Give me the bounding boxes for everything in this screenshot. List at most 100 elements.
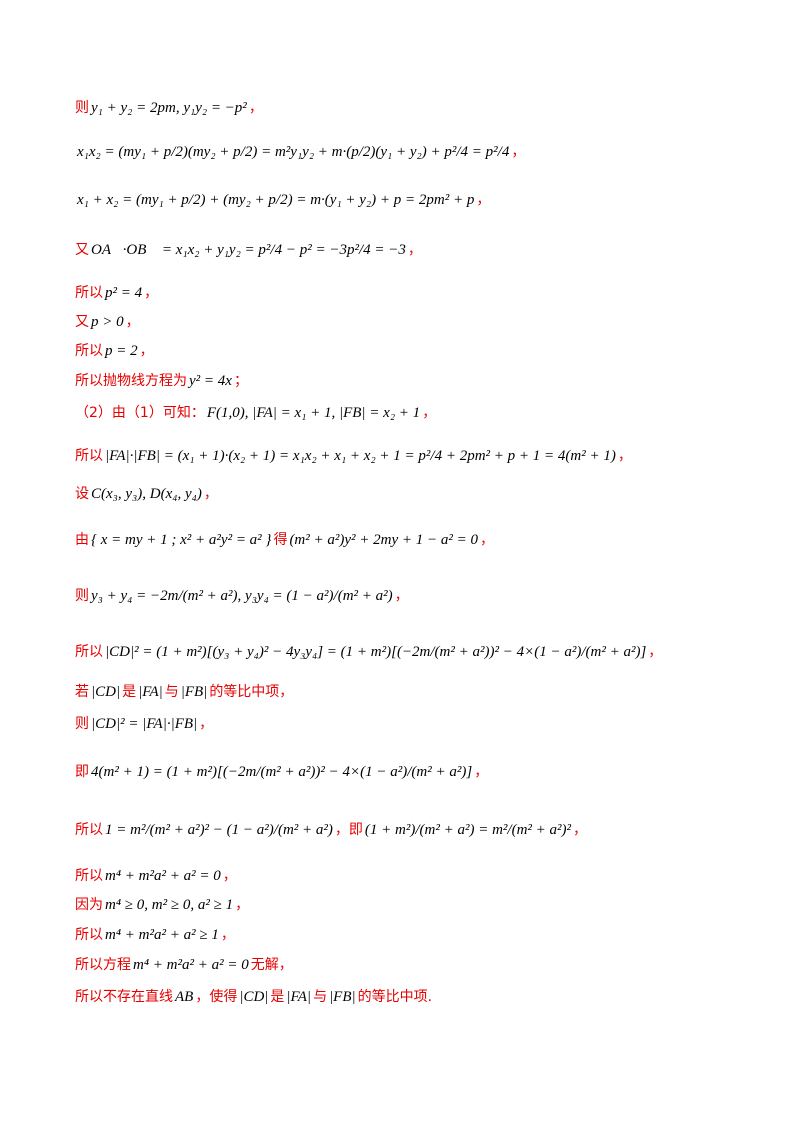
math-expression: m⁴ + m²a² + a² ≥ 1 xyxy=(105,927,219,943)
text-line: 则 y₁ + y₂ = 2pm, y₁y₂ = −p²， xyxy=(75,98,263,118)
math-expression: p² = 4 xyxy=(105,285,143,301)
text-line: 所以 m⁴ + m²a² + a² ≥ 1， xyxy=(75,925,235,945)
text-fragment: ， xyxy=(199,716,214,732)
text-fragment: 则 xyxy=(75,100,89,116)
text-fragment: 所以 xyxy=(75,927,103,943)
math-expression: |CD|² = (1 + m²)[(y₃ + y₄)² − 4y₃y₄] = (… xyxy=(105,644,647,660)
text-fragment: ， xyxy=(511,144,526,160)
text-fragment: 所以 xyxy=(75,822,103,838)
text-fragment: ， xyxy=(220,927,235,943)
math-expression: m⁴ + m²a² + a² = 0 xyxy=(133,957,249,973)
text-line: 因为 m⁴ ≥ 0, m² ≥ 0, a² ≥ 1， xyxy=(75,895,249,915)
math-expression: |CD| xyxy=(91,684,121,700)
text-fragment: 的等比中项. xyxy=(357,989,433,1005)
math-expression: F(1,0), |FA| = x₁ + 1, |FB| = x₂ + 1 xyxy=(206,405,421,421)
text-fragment: ， xyxy=(394,588,409,604)
text-fragment: ，即 xyxy=(334,822,363,838)
math-expression: |FA| xyxy=(138,684,163,700)
text-line: 所以抛物线方程为 y² = 4x； xyxy=(75,371,248,391)
text-fragment: ， xyxy=(422,405,437,421)
math-expression: OA⃗·OB⃗ = x₁x₂ + y₁y₂ = p²/4 − p² = −3p²… xyxy=(91,242,406,258)
text-fragment: 所以 xyxy=(75,343,103,359)
math-expression: C(x₃, y₃), D(x₄, y₄) xyxy=(91,486,202,502)
text-line: 所以 |FA|·|FB| = (x₁ + 1)·(x₂ + 1) = x₁x₂ +… xyxy=(75,446,632,466)
text-fragment: 所以 xyxy=(75,448,103,464)
text-line: 若 |CD| 是 |FA| 与 |FB| 的等比中项， xyxy=(75,682,293,702)
text-fragment: 得 xyxy=(273,532,288,548)
math-expression: AB xyxy=(175,989,194,1005)
text-fragment: 所以不存在直线 xyxy=(75,989,173,1005)
math-expression: |FB| xyxy=(180,684,208,700)
text-fragment: ， xyxy=(617,448,632,464)
text-fragment: ，使得 xyxy=(195,989,238,1005)
text-line: 所以 p = 2， xyxy=(75,341,154,361)
text-fragment: ， xyxy=(139,343,154,359)
text-fragment: ， xyxy=(248,100,263,116)
text-fragment: 是 xyxy=(270,989,285,1005)
text-fragment: ， xyxy=(235,897,250,913)
text-fragment: 若 xyxy=(75,684,89,700)
text-line: 所以 |CD|² = (1 + m²)[(y₃ + y₄)² − 4y₃y₄] =… xyxy=(75,642,662,662)
text-line: 即 4(m² + 1) = (1 + m²)[(−2m/(m² + a²))² −… xyxy=(75,762,488,782)
math-expression: y₃ + y₄ = −2m/(m² + a²), y₃y₄ = (1 − a²)… xyxy=(91,588,393,604)
text-fragment: ； xyxy=(233,373,248,389)
text-fragment: ， xyxy=(474,764,489,780)
text-fragment: 的等比中项， xyxy=(209,684,294,700)
text-fragment: ， xyxy=(407,242,422,258)
math-expression: { x = my + 1 ; x² + a²y² = a² } xyxy=(91,532,272,548)
text-fragment: ， xyxy=(222,868,237,884)
text-fragment: ， xyxy=(480,532,495,548)
text-fragment: ， xyxy=(203,486,218,502)
text-fragment: （2）由（1）可知： xyxy=(75,405,205,421)
text-fragment: ， xyxy=(648,644,663,660)
text-line: 则 y₃ + y₄ = −2m/(m² + a²), y₃y₄ = (1 − a²… xyxy=(75,586,409,606)
text-fragment: 即 xyxy=(75,764,89,780)
text-line: x₁x₂ = (my₁ + p/2)(my₂ + p/2) = m²y₁y₂ +… xyxy=(75,142,525,162)
text-fragment: 所以 xyxy=(75,644,103,660)
math-expression: p = 2 xyxy=(105,343,138,359)
math-expression: x₁ + x₂ = (my₁ + p/2) + (my₂ + p/2) = m·… xyxy=(77,192,475,208)
math-expression: |FA| xyxy=(286,989,312,1005)
text-line: 又 OA⃗·OB⃗ = x₁x₂ + y₁y₂ = p²/4 − p² = −3p… xyxy=(75,240,422,260)
text-fragment: 所以方程 xyxy=(75,957,131,973)
text-fragment: 是 xyxy=(122,684,137,700)
math-expression: m⁴ ≥ 0, m² ≥ 0, a² ≥ 1 xyxy=(105,897,234,913)
text-line: 所以 p² = 4， xyxy=(75,283,158,303)
text-fragment: 由 xyxy=(75,532,89,548)
text-line: 则 |CD|² = |FA|·|FB|， xyxy=(75,714,213,734)
math-expression: 1 = m²/(m² + a²)² − (1 − a²)/(m² + a²) xyxy=(105,822,333,838)
math-expression: |CD| xyxy=(239,989,269,1005)
text-fragment: 无解， xyxy=(250,957,293,973)
text-line: 所以不存在直线 AB ，使得 |CD| 是 |FA| 与 |FB| 的等比中项. xyxy=(75,987,432,1007)
math-expression: y₁ + y₂ = 2pm, y₁y₂ = −p² xyxy=(91,100,247,116)
text-fragment: 因为 xyxy=(75,897,103,913)
text-fragment: 又 xyxy=(75,314,89,330)
text-fragment: 又 xyxy=(75,242,89,258)
math-expression: p > 0 xyxy=(91,314,124,330)
math-expression: m⁴ + m²a² + a² = 0 xyxy=(105,868,221,884)
text-fragment: 则 xyxy=(75,588,89,604)
text-fragment: 所以抛物线方程为 xyxy=(75,373,187,389)
text-fragment: 所以 xyxy=(75,285,103,301)
math-expression: |CD|² = |FA|·|FB| xyxy=(91,716,198,732)
text-line: 设 C(x₃, y₃), D(x₄, y₄)， xyxy=(75,484,218,504)
math-expression: |FA|·|FB| = (x₁ + 1)·(x₂ + 1) = x₁x₂ + x… xyxy=(105,448,616,464)
text-fragment: 与 xyxy=(164,684,179,700)
text-fragment: ， xyxy=(476,192,491,208)
math-expression: (1 + m²)/(m² + a²) = m²/(m² + a²)² xyxy=(364,822,572,838)
math-expression: 4(m² + 1) = (1 + m²)[(−2m/(m² + a²))² − … xyxy=(91,764,473,780)
text-line: 由{ x = my + 1 ; x² + a²y² = a² } 得 (m² + a… xyxy=(75,530,494,550)
text-fragment: 所以 xyxy=(75,868,103,884)
math-expression: (m² + a²)y² + 2my + 1 − a² = 0 xyxy=(289,532,479,548)
math-expression: |FB| xyxy=(329,989,356,1005)
text-line: 所以 1 = m²/(m² + a²)² − (1 − a²)/(m² + a²)… xyxy=(75,820,587,840)
text-fragment: 设 xyxy=(75,486,89,502)
text-fragment: ， xyxy=(144,285,159,301)
text-line: 所以方程 m⁴ + m²a² + a² = 0 无解， xyxy=(75,955,293,975)
text-fragment: 则 xyxy=(75,716,89,732)
text-line: x₁ + x₂ = (my₁ + p/2) + (my₂ + p/2) = m·… xyxy=(75,190,490,210)
text-line: 所以 m⁴ + m²a² + a² = 0， xyxy=(75,866,237,886)
math-expression: x₁x₂ = (my₁ + p/2)(my₂ + p/2) = m²y₁y₂ +… xyxy=(77,144,510,160)
